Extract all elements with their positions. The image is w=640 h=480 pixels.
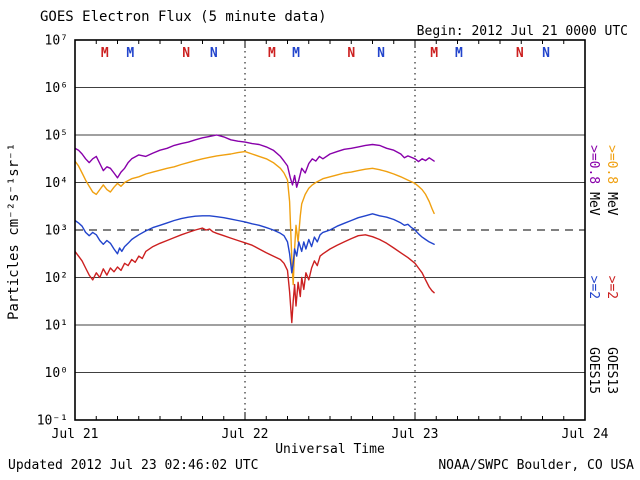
y-tick-label: 10⁶	[45, 81, 68, 96]
marker-m: M	[101, 46, 109, 61]
legend-goes13-energy-high: >=0.8	[604, 145, 619, 185]
y-tick-label: 10⁴	[45, 176, 68, 191]
marker-n: N	[182, 46, 190, 61]
marker-n: N	[377, 46, 385, 61]
legend-goes13: >=0.8 MeV >=2 GOES13	[604, 145, 619, 394]
legend-goes15-energy-low: >=2	[586, 275, 601, 300]
x-tick-label: Jul 23	[392, 427, 439, 442]
legend-goes15-energy-high: >=0.8	[586, 145, 601, 185]
marker-n: N	[347, 46, 355, 61]
chart-title: GOES Electron Flux (5 minute data)	[40, 9, 327, 25]
y-tick-label: 10³	[45, 224, 68, 239]
series-goes15-0.8-mev	[75, 134, 435, 188]
legend-goes13-sat: GOES13	[604, 347, 619, 395]
marker-n: N	[210, 46, 218, 61]
y-tick-label: 10¹	[45, 319, 68, 334]
series-goes13-2-mev	[75, 227, 435, 324]
marker-m: M	[455, 46, 463, 61]
legend-goes15-sat: GOES15	[586, 347, 601, 395]
x-tick-label: Jul 22	[222, 427, 269, 442]
y-tick-label: 10⁵	[45, 129, 68, 144]
marker-m: M	[292, 46, 300, 61]
series-goes13-0.8-mev	[75, 150, 435, 286]
updated-timestamp: Updated 2012 Jul 23 02:46:02 UTC	[8, 458, 259, 473]
marker-m: M	[430, 46, 438, 61]
marker-m: M	[268, 46, 276, 61]
marker-m: M	[126, 46, 134, 61]
x-tick-label: Jul 24	[562, 427, 609, 442]
plot-frame	[74, 39, 586, 421]
legend-goes15: >=0.8 MeV >=2 GOES15	[586, 145, 601, 394]
legend-mev-goes13: MeV	[604, 192, 619, 216]
y-tick-label: 10²	[45, 271, 68, 286]
x-tick-label: Jul 21	[52, 427, 99, 442]
legend-goes13-energy-low: >=2	[604, 275, 619, 300]
y-axis-label: Particles cm⁻²s⁻¹sr⁻¹	[6, 142, 22, 320]
marker-n: N	[542, 46, 550, 61]
series-goes15-2-mev	[75, 213, 435, 274]
begin-timestamp: Begin: 2012 Jul 21 0000 UTC	[416, 24, 628, 39]
y-tick-label: 10⁷	[45, 34, 68, 49]
legend-mev-goes15: MeV	[586, 192, 601, 216]
x-axis-label: Universal Time	[275, 442, 385, 457]
y-tick-label: 10⁻¹	[37, 414, 68, 429]
y-tick-label: 10⁰	[45, 366, 68, 381]
marker-n: N	[516, 46, 524, 61]
credit-text: NOAA/SWPC Boulder, CO USA	[438, 458, 634, 473]
